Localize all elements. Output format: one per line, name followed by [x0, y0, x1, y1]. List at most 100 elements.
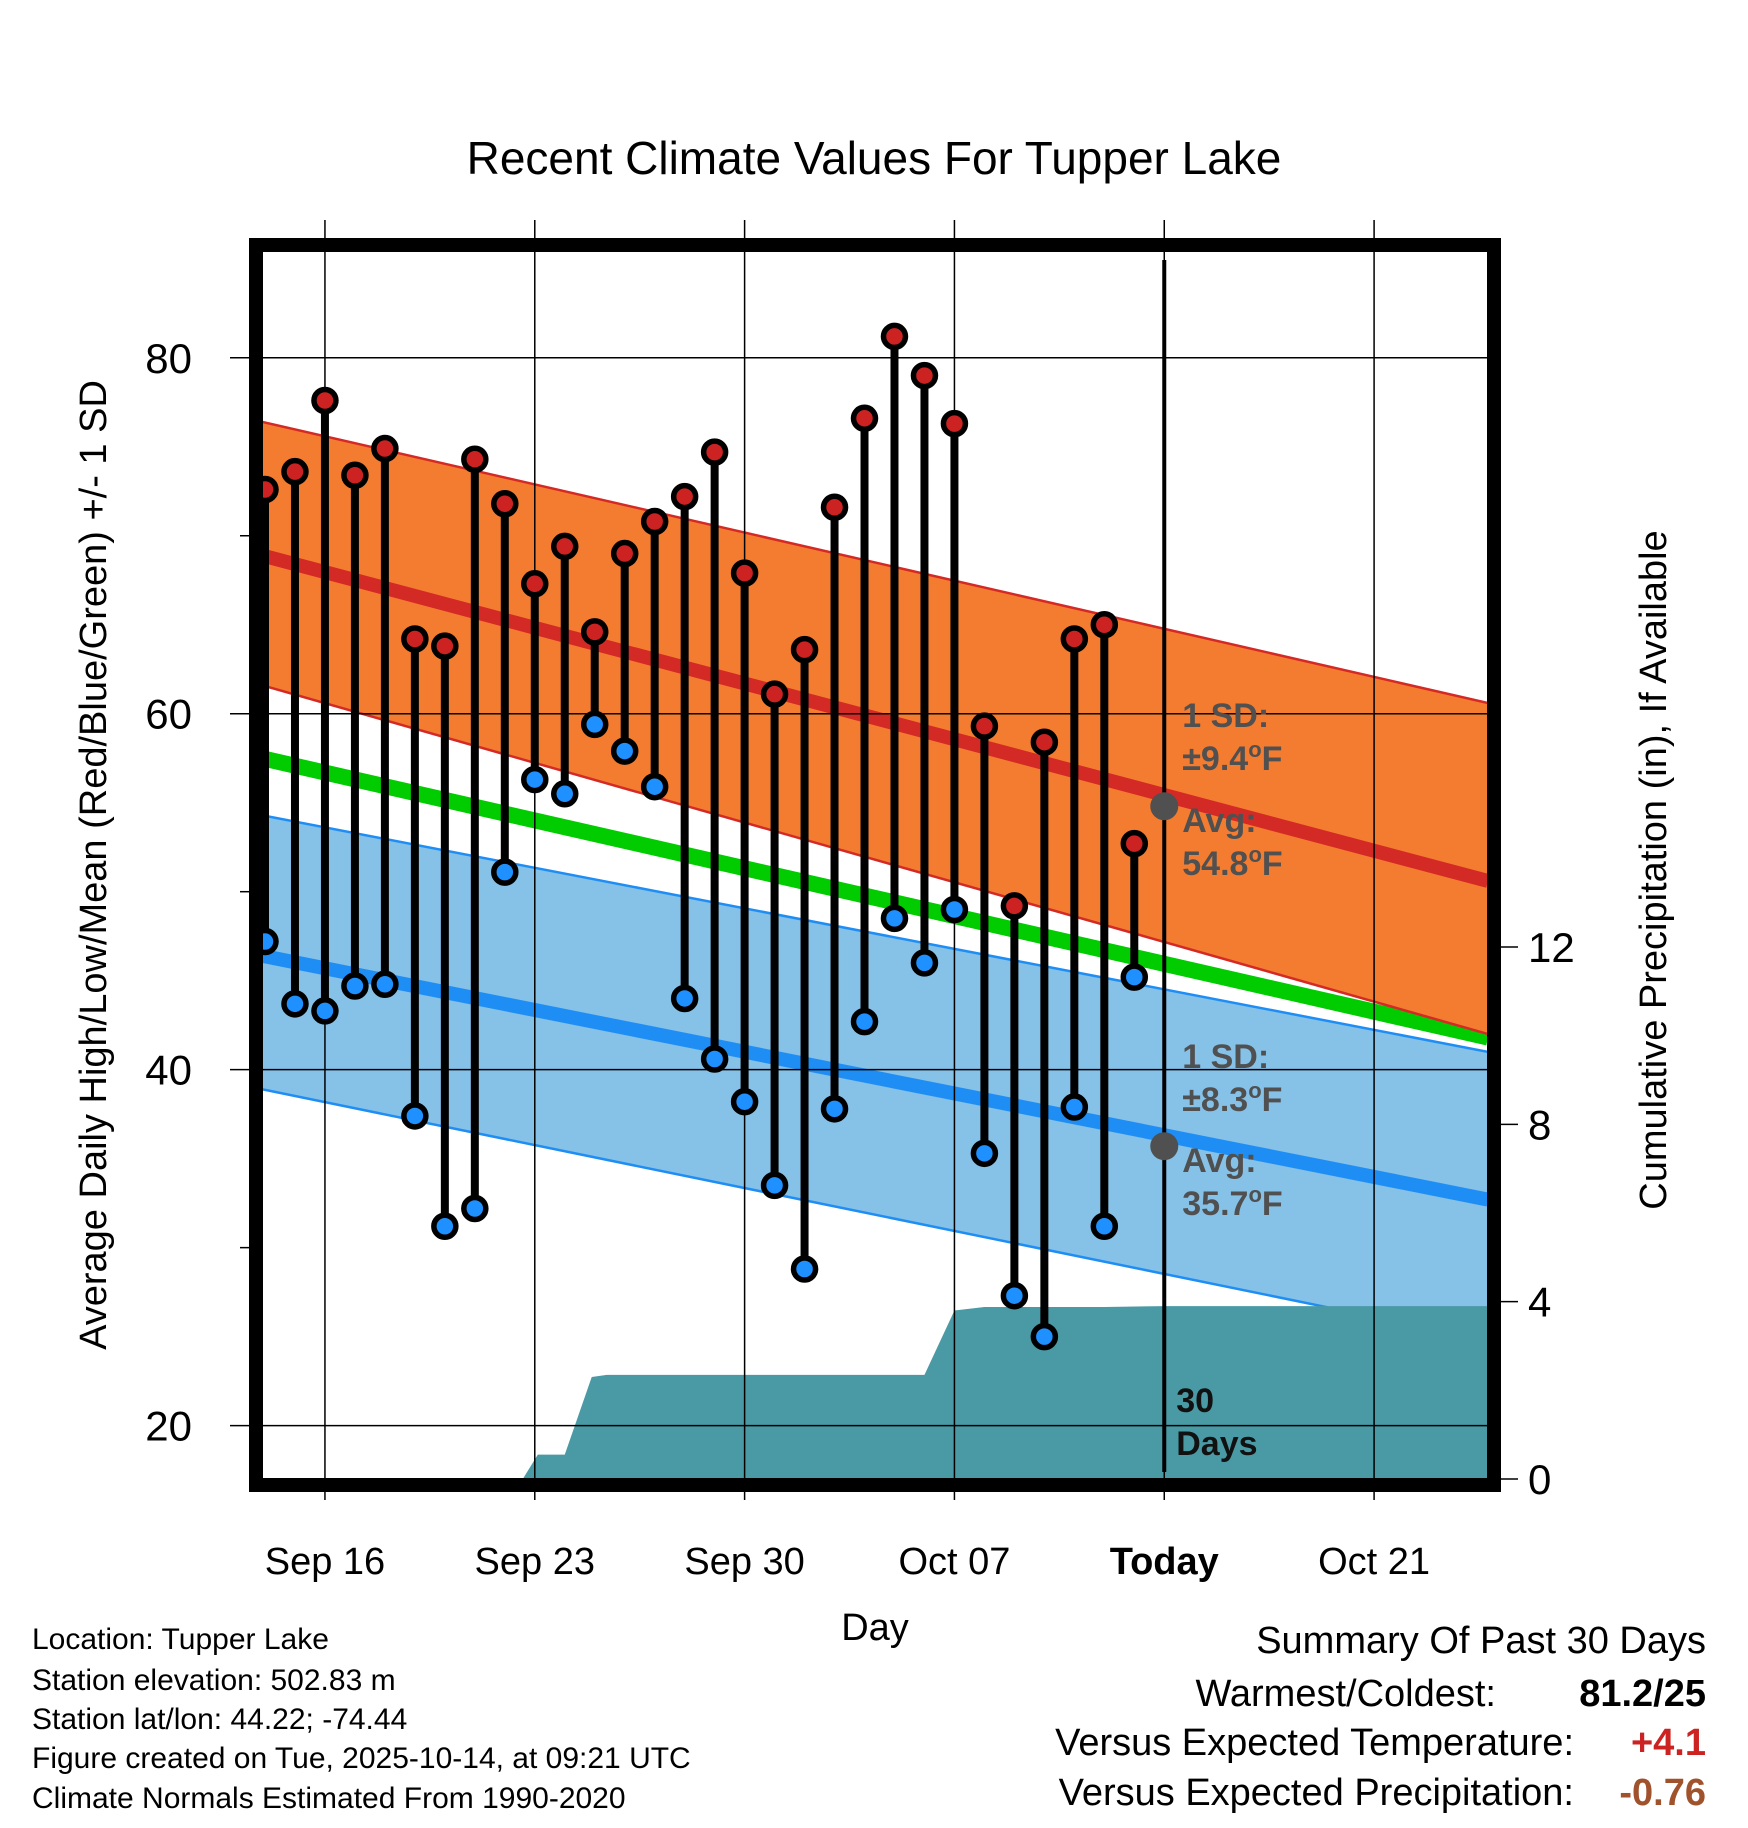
- high-point-1: [281, 457, 309, 486]
- low-point-21: [880, 904, 909, 933]
- high-point-19: [820, 493, 849, 522]
- high-point-14: [670, 482, 699, 511]
- summary-temp-value: +4.1: [1630, 1722, 1706, 1764]
- chart-title: Recent Climate Values For Tupper Lake: [467, 132, 1282, 184]
- low-point-16: [730, 1087, 759, 1116]
- low-point-14: [670, 984, 699, 1013]
- high-point-25: [1000, 892, 1029, 920]
- low-band-lower-edge: [262, 1088, 1488, 1342]
- low-point-1: [281, 990, 309, 1018]
- high-point-13: [640, 507, 669, 536]
- high-point-7: [461, 445, 489, 473]
- high-avg-annotation-unit: F: [1262, 845, 1283, 883]
- cumulative-precip-area: [522, 1306, 1488, 1479]
- low-avg-annotation-line1: Avg:: [1182, 1142, 1256, 1180]
- y2-tick-label-2: 8: [1528, 1101, 1551, 1148]
- high-band-lower-edge: [262, 684, 1488, 1036]
- high-point-21: [880, 322, 909, 351]
- plot-frame: [249, 238, 1501, 1492]
- info-latlon: Station lat/lon: 44.22; -74.44: [32, 1703, 408, 1736]
- high-point-20: [850, 404, 879, 433]
- high-point-11: [580, 618, 609, 646]
- high-point-16: [730, 559, 759, 587]
- low-point-15: [700, 1045, 729, 1073]
- high-point-18: [790, 635, 819, 664]
- low-point-23: [940, 895, 969, 924]
- x-tick-label-0: Sep 16: [265, 1541, 385, 1583]
- low-sd-annotation-degree: o: [1248, 1078, 1261, 1103]
- x-axis-label: Day: [841, 1607, 909, 1649]
- low-point-12: [610, 737, 639, 765]
- days-annotation-line2: Days: [1176, 1425, 1257, 1463]
- daily-mean-normal-line: [262, 750, 1488, 1046]
- summary-precip-value: -0.76: [1619, 1772, 1706, 1814]
- y-tick-label-3: 80: [145, 335, 192, 382]
- low-point-4: [371, 970, 399, 998]
- high-sd-annotation-degree: o: [1248, 737, 1261, 762]
- high-avg-annotation-line1: Avg:: [1182, 802, 1256, 840]
- high-point-12: [610, 539, 639, 568]
- low-avg-annotation-line2: 35.7oF: [1182, 1182, 1282, 1223]
- info-location: Location: Tupper Lake: [32, 1623, 329, 1656]
- high-point-8: [491, 489, 519, 518]
- low-point-25: [1000, 1281, 1029, 1310]
- y2-axis-label: Cumulative Precipitation (in), If Availa…: [1633, 530, 1675, 1209]
- x-tick-label-3: Oct 07: [898, 1541, 1010, 1583]
- low-point-10: [551, 780, 579, 808]
- summary-warmest-value: 81.2/25: [1579, 1673, 1706, 1715]
- high-point-15: [700, 438, 729, 466]
- low-point-13: [640, 772, 669, 801]
- high-point-5: [401, 625, 429, 653]
- low-point-11: [580, 710, 609, 739]
- low-sd-annotation-line2: ±8.3oF: [1182, 1078, 1282, 1119]
- x-tick-label-4: Today: [1110, 1541, 1219, 1583]
- high-point-29: [1120, 829, 1149, 858]
- summary-title: Summary Of Past 30 Days: [1256, 1620, 1706, 1662]
- summary-warmest-label: Warmest/Coldest:: [1195, 1673, 1496, 1715]
- summary-temp-label: Versus Expected Temperature:: [1055, 1722, 1574, 1764]
- high-point-3: [341, 461, 369, 489]
- low-point-24: [970, 1139, 999, 1168]
- low-point-27: [1060, 1093, 1089, 1121]
- low-point-28: [1090, 1212, 1119, 1241]
- low-sd-annotation-line1: 1 SD:: [1182, 1038, 1269, 1076]
- high-sd-annotation-unit: F: [1262, 740, 1283, 778]
- high-point-26: [1030, 728, 1059, 756]
- info-created: Figure created on Tue, 2025-10-14, at 09…: [32, 1742, 691, 1775]
- low-point-5: [401, 1102, 429, 1130]
- y-tick-label-2: 60: [145, 691, 192, 738]
- summary-precip: Versus Expected Precipitation: -0.76: [1059, 1774, 1706, 1812]
- summary-warmest: Warmest/Coldest: 81.2/25: [1195, 1675, 1706, 1713]
- y-tick-label-1: 40: [145, 1047, 192, 1094]
- high-normal-mean-line: [262, 548, 1488, 888]
- high-point-2: [311, 386, 339, 415]
- low-point-8: [491, 858, 519, 886]
- days-annotation-line1: 30: [1176, 1382, 1214, 1420]
- low-point-22: [910, 949, 939, 977]
- high-sd-annotation-line2: ±9.4oF: [1182, 737, 1282, 778]
- y2-tick-label-0: 0: [1528, 1456, 1551, 1503]
- low-point-19: [820, 1095, 849, 1123]
- high-point-6: [431, 632, 459, 660]
- summary-temp: Versus Expected Temperature: +4.1: [1055, 1724, 1706, 1762]
- low-avg-annotation-unit: F: [1262, 1185, 1283, 1223]
- low-point-26: [1030, 1322, 1059, 1351]
- x-tick-label-5: Oct 21: [1318, 1541, 1430, 1583]
- low-point-20: [850, 1007, 879, 1036]
- high-avg-annotation-line2: 54.8oF: [1182, 842, 1282, 883]
- high-point-4: [371, 434, 399, 463]
- high-point-28: [1090, 610, 1119, 639]
- low-point-17: [760, 1171, 789, 1200]
- y-tick-label-0: 20: [145, 1403, 192, 1450]
- low-band-upper-edge: [262, 813, 1488, 1054]
- y2-tick-label-1: 4: [1528, 1279, 1551, 1326]
- low-point-2: [311, 997, 339, 1025]
- low-point-7: [461, 1194, 489, 1223]
- low-point-29: [1120, 963, 1149, 991]
- info-normals: Climate Normals Estimated From 1990-2020: [32, 1782, 626, 1815]
- high-sd-annotation-line1: 1 SD:: [1182, 697, 1269, 735]
- x-tick-label-1: Sep 23: [475, 1541, 595, 1583]
- x-tick-label-2: Sep 30: [684, 1541, 804, 1583]
- high-point-9: [521, 570, 549, 598]
